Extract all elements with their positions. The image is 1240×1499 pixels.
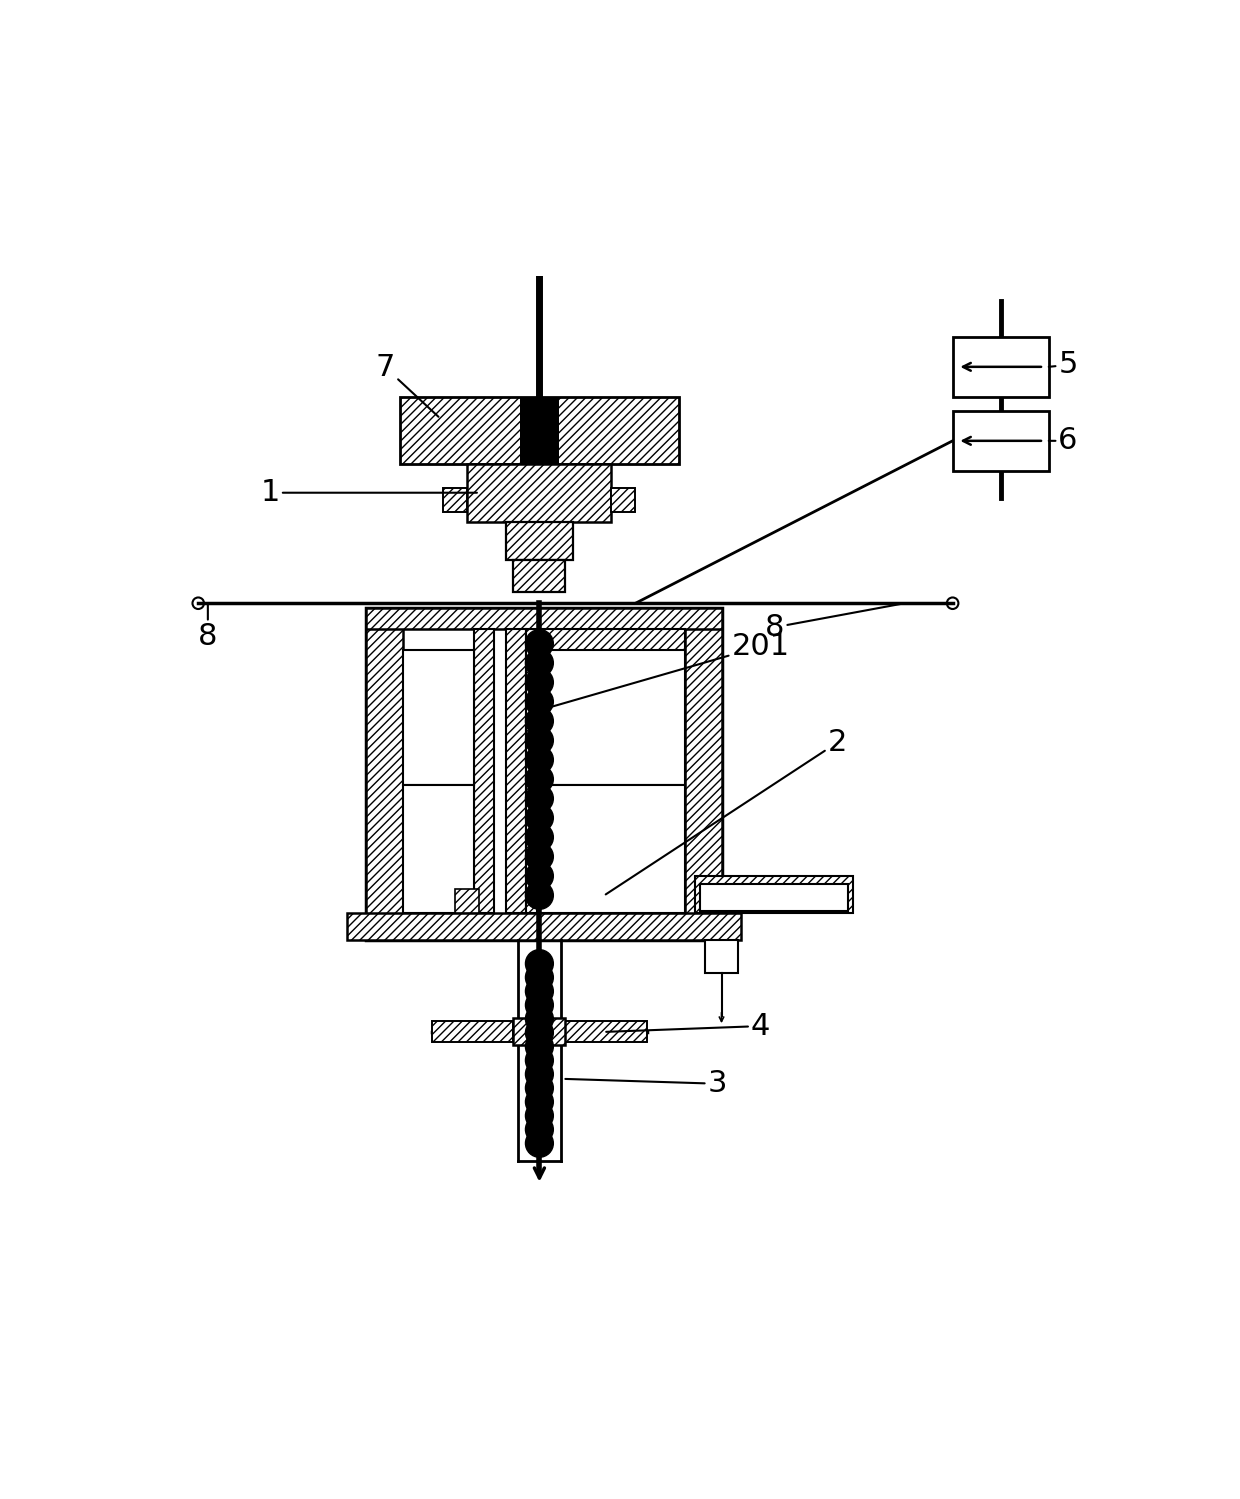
Text: 2: 2 <box>605 729 847 895</box>
Bar <box>455 889 479 913</box>
Circle shape <box>526 764 553 793</box>
Circle shape <box>526 669 553 696</box>
Circle shape <box>526 823 553 851</box>
Bar <box>513 1018 565 1045</box>
Bar <box>611 487 635 513</box>
Circle shape <box>526 1060 553 1088</box>
Bar <box>952 411 1049 471</box>
Bar <box>403 651 474 785</box>
Circle shape <box>526 630 553 658</box>
Bar <box>952 337 1049 397</box>
Circle shape <box>526 1004 553 1033</box>
Bar <box>513 561 565 592</box>
Circle shape <box>526 881 553 910</box>
Circle shape <box>526 649 553 678</box>
Circle shape <box>526 1088 553 1115</box>
Circle shape <box>526 727 553 754</box>
Bar <box>686 609 722 940</box>
Bar <box>367 609 722 940</box>
Bar <box>367 609 722 630</box>
Text: 8: 8 <box>765 603 904 642</box>
Circle shape <box>526 950 553 977</box>
Bar <box>506 630 526 913</box>
Text: 3: 3 <box>565 1069 727 1099</box>
Bar <box>526 630 686 913</box>
Circle shape <box>526 747 553 773</box>
Circle shape <box>526 862 553 890</box>
Bar <box>696 875 853 913</box>
Text: 1: 1 <box>260 478 477 507</box>
Bar <box>704 940 738 973</box>
Text: 5: 5 <box>1049 351 1078 379</box>
Circle shape <box>526 688 553 715</box>
Circle shape <box>526 991 553 1019</box>
Bar <box>565 1021 647 1042</box>
Bar <box>367 609 403 940</box>
Circle shape <box>526 1102 553 1130</box>
Circle shape <box>526 842 553 871</box>
Circle shape <box>526 1115 553 1144</box>
Bar <box>401 397 678 463</box>
Text: 8: 8 <box>198 603 217 652</box>
Bar <box>537 785 686 913</box>
Circle shape <box>526 964 553 991</box>
Circle shape <box>526 1033 553 1060</box>
Bar <box>474 630 495 913</box>
Circle shape <box>526 708 553 735</box>
Circle shape <box>526 1019 553 1046</box>
Bar <box>537 651 686 785</box>
Circle shape <box>526 784 553 812</box>
Bar <box>444 487 467 513</box>
Circle shape <box>526 1046 553 1075</box>
Bar <box>521 397 558 463</box>
Bar <box>506 522 573 561</box>
Circle shape <box>526 1075 553 1102</box>
Bar <box>347 913 742 940</box>
Text: 4: 4 <box>606 1012 770 1040</box>
Bar <box>467 463 611 522</box>
Circle shape <box>526 803 553 832</box>
Text: 7: 7 <box>376 354 439 417</box>
Bar <box>403 785 474 913</box>
Text: 6: 6 <box>1049 426 1078 456</box>
Bar <box>699 884 848 911</box>
Bar <box>432 1021 513 1042</box>
Circle shape <box>526 977 553 1006</box>
Circle shape <box>526 1129 553 1157</box>
Text: 201: 201 <box>549 633 790 708</box>
